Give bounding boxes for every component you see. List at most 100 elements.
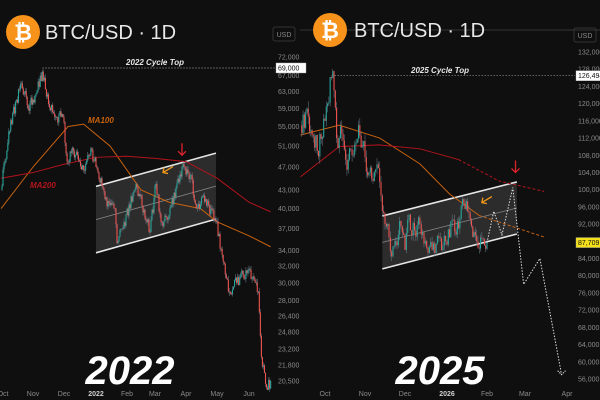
y-tick-label: 120,000	[578, 101, 600, 108]
candle	[150, 215, 152, 233]
orange-arrow-icon	[481, 196, 493, 205]
candle	[238, 274, 240, 286]
candle	[233, 279, 236, 288]
candle	[384, 212, 386, 230]
y-tick-label: 20,500	[278, 379, 300, 386]
candle	[381, 194, 383, 215]
right-chart-title: BTC/USD · 1D	[354, 20, 485, 42]
candle	[147, 217, 149, 226]
candle	[11, 118, 13, 125]
candle	[264, 372, 267, 387]
candle	[196, 204, 198, 212]
channel-lower-line[interactable]	[382, 233, 518, 270]
candle	[65, 142, 67, 156]
y-tick-label: 30,000	[278, 280, 300, 287]
candle	[205, 196, 207, 203]
candle	[339, 121, 342, 139]
candle	[431, 236, 433, 251]
candle	[426, 240, 428, 250]
candle	[166, 216, 168, 224]
candle	[94, 155, 96, 162]
candle	[253, 275, 255, 281]
candle	[85, 161, 87, 174]
ma100-projection-line	[479, 215, 545, 238]
candle	[218, 232, 220, 237]
candle	[368, 171, 370, 178]
candle	[227, 275, 229, 294]
candle	[399, 217, 401, 240]
candle	[436, 235, 439, 245]
candle	[376, 158, 378, 175]
candle	[251, 276, 253, 283]
candle	[211, 204, 213, 212]
candle	[199, 201, 202, 210]
right-year-label: 2025	[395, 349, 486, 393]
candle	[36, 89, 38, 95]
candle	[137, 185, 139, 197]
candle	[83, 164, 85, 173]
y-tick-label: 37,000	[278, 226, 300, 233]
candle	[348, 147, 351, 162]
channel-upper-line[interactable]	[382, 181, 518, 217]
candle	[116, 223, 118, 244]
left-plot: 72,000 67,000 63,000 59,000 55,000 51,000 47,0…	[0, 55, 307, 398]
candle	[361, 140, 363, 148]
candle	[197, 200, 199, 209]
candle	[200, 195, 203, 207]
candle	[56, 116, 58, 120]
candle	[114, 207, 116, 212]
candle	[419, 215, 421, 229]
candle	[447, 228, 449, 247]
candle	[319, 131, 321, 164]
candle	[460, 204, 462, 221]
candle	[55, 114, 57, 121]
candle	[18, 86, 21, 93]
candle	[334, 89, 336, 111]
y-tick-label: 34,000	[278, 248, 300, 255]
ma100-line	[0, 123, 271, 248]
candle	[446, 239, 448, 247]
candle	[392, 245, 394, 258]
ma200-projection-line	[458, 159, 545, 192]
candle	[174, 189, 176, 201]
candle	[226, 277, 228, 281]
right-currency-box[interactable]	[573, 27, 597, 43]
candle	[126, 208, 128, 216]
candle	[67, 159, 69, 166]
candle	[124, 221, 126, 230]
y-tick-label: 51,000	[278, 143, 300, 150]
candle	[342, 128, 344, 146]
candle	[130, 193, 132, 211]
candle	[32, 99, 34, 106]
candle	[33, 96, 35, 104]
candle	[341, 120, 343, 141]
candle	[307, 101, 309, 125]
left-currency-box[interactable]	[272, 26, 296, 42]
channel-lower-line[interactable]	[95, 218, 217, 254]
candle	[195, 203, 197, 209]
candle	[445, 235, 447, 245]
y-tick-label: 108,000	[578, 153, 600, 160]
candle	[209, 204, 211, 216]
channel-upper-line[interactable]	[95, 152, 217, 188]
candle	[412, 220, 414, 242]
candle	[179, 170, 181, 185]
candle	[175, 186, 177, 200]
y-tick-label: 72,000	[278, 55, 300, 62]
candle	[395, 237, 397, 248]
candle	[143, 207, 145, 215]
candle	[212, 206, 214, 214]
candle	[110, 199, 112, 207]
candle	[373, 170, 375, 182]
candle	[96, 164, 98, 171]
candle	[145, 215, 147, 224]
candle	[463, 198, 465, 207]
candle	[229, 291, 231, 295]
bitcoin-logo-glyph: ₿	[321, 18, 339, 43]
candle	[58, 113, 60, 127]
candle	[171, 195, 173, 208]
candle	[245, 267, 247, 283]
candle	[101, 176, 103, 190]
candle	[183, 162, 185, 170]
candle	[152, 206, 154, 215]
